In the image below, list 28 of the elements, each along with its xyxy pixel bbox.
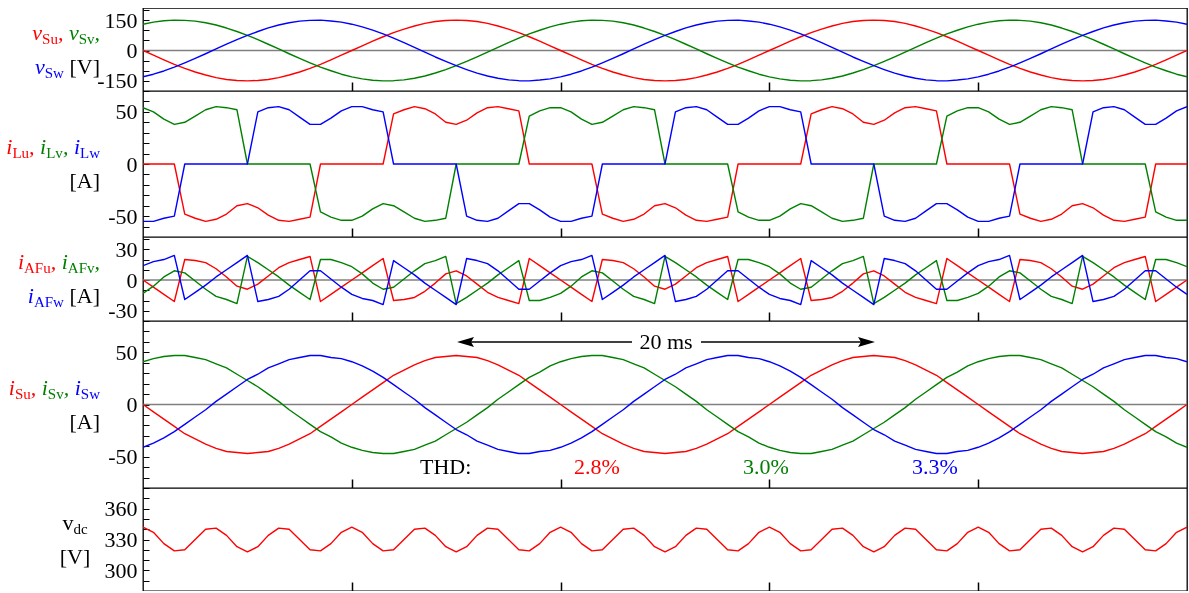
y-tick-label: -30 — [108, 298, 138, 324]
annotation: 3.0% — [743, 454, 789, 479]
line-series — [143, 105, 1187, 223]
y-tick-label: 30 — [115, 236, 138, 262]
line-series — [143, 19, 1187, 82]
y-tick-label: 50 — [115, 99, 138, 125]
annotation: 2.8% — [574, 454, 620, 479]
text: i$_{Lu}$, i$_{Lv}$, i$_{Lw}$ [A] — [6, 134, 100, 193]
y-axis-title: v$_{dc}$ [V] — [59, 509, 91, 569]
text: v$_{Su}$, v$_{Sv}$, v$_{Sw}$ [V] — [32, 19, 100, 81]
y-tick-label: 300 — [104, 557, 138, 583]
line-series — [143, 354, 1187, 455]
y-tick-label: 0 — [126, 151, 138, 177]
y-tick-label: -50 — [108, 444, 138, 470]
y-tick-label: 0 — [126, 38, 138, 64]
y-tick-label: 50 — [115, 339, 138, 365]
y-tick-label: 150 — [104, 7, 138, 33]
text: i$_{AFu}$, i$_{AFv}$, i$_{AFw}$ [A] — [17, 249, 100, 310]
y-tick-label: 0 — [126, 392, 138, 417]
annotation: 3.3% — [912, 454, 958, 479]
line-series — [143, 526, 1187, 553]
annotation: THD: — [420, 454, 472, 479]
y-tick-label: 330 — [104, 527, 138, 552]
text: i$_{Su}$, i$_{Sv}$, i$_{Sw}$ [A] — [8, 374, 100, 434]
y-tick-label: 0 — [126, 267, 138, 293]
y-tick-label: 360 — [104, 496, 138, 522]
y-tick-label: -50 — [108, 203, 138, 229]
annotation: 20 ms — [631, 329, 701, 354]
